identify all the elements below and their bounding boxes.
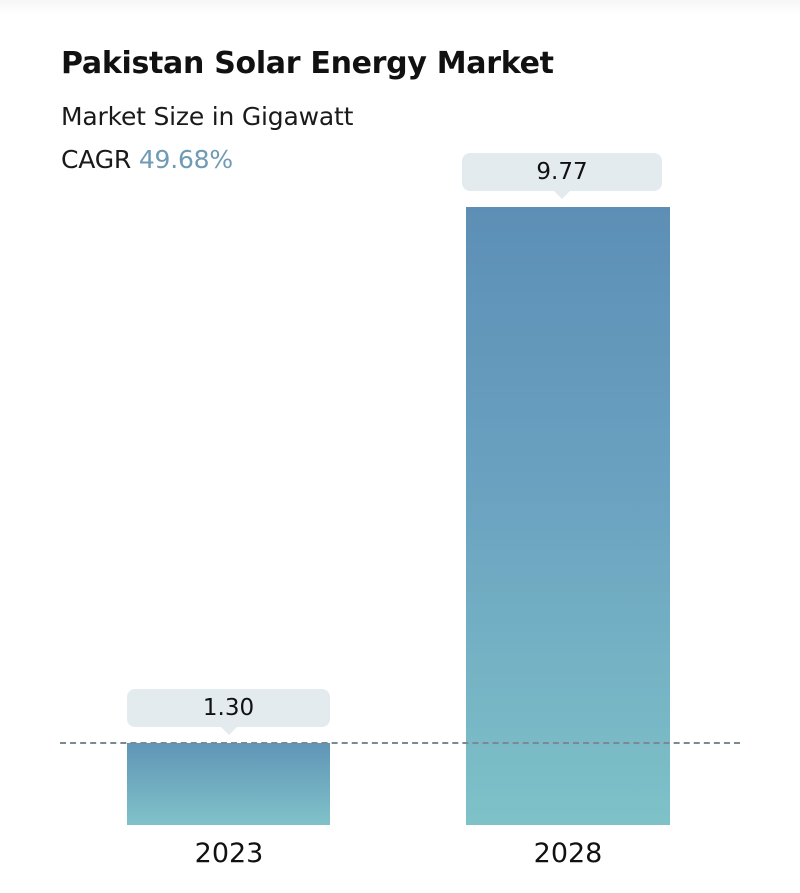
data-label-2028: 9.77: [462, 153, 662, 199]
data-label-value: 1.30: [202, 695, 255, 721]
bar-2023: [127, 743, 330, 825]
chart-title: Pakistan Solar Energy Market: [61, 46, 554, 81]
chart-subtitle: Market Size in Gigawatt: [61, 102, 354, 131]
top-band: [0, 0, 800, 14]
reference-dashed-line: [60, 742, 740, 744]
cagr-label: CAGR: [61, 145, 132, 174]
x-axis-label-2023: 2023: [194, 838, 264, 869]
bar-2028: [466, 207, 670, 825]
cagr-value: 49.68%: [138, 145, 233, 174]
x-axis-label-2028: 2028: [533, 838, 603, 869]
data-label-value: 9.77: [536, 159, 588, 185]
data-label-2023: 1.30: [127, 689, 330, 735]
cagr-annotation: CAGR 49.68%: [61, 145, 233, 174]
